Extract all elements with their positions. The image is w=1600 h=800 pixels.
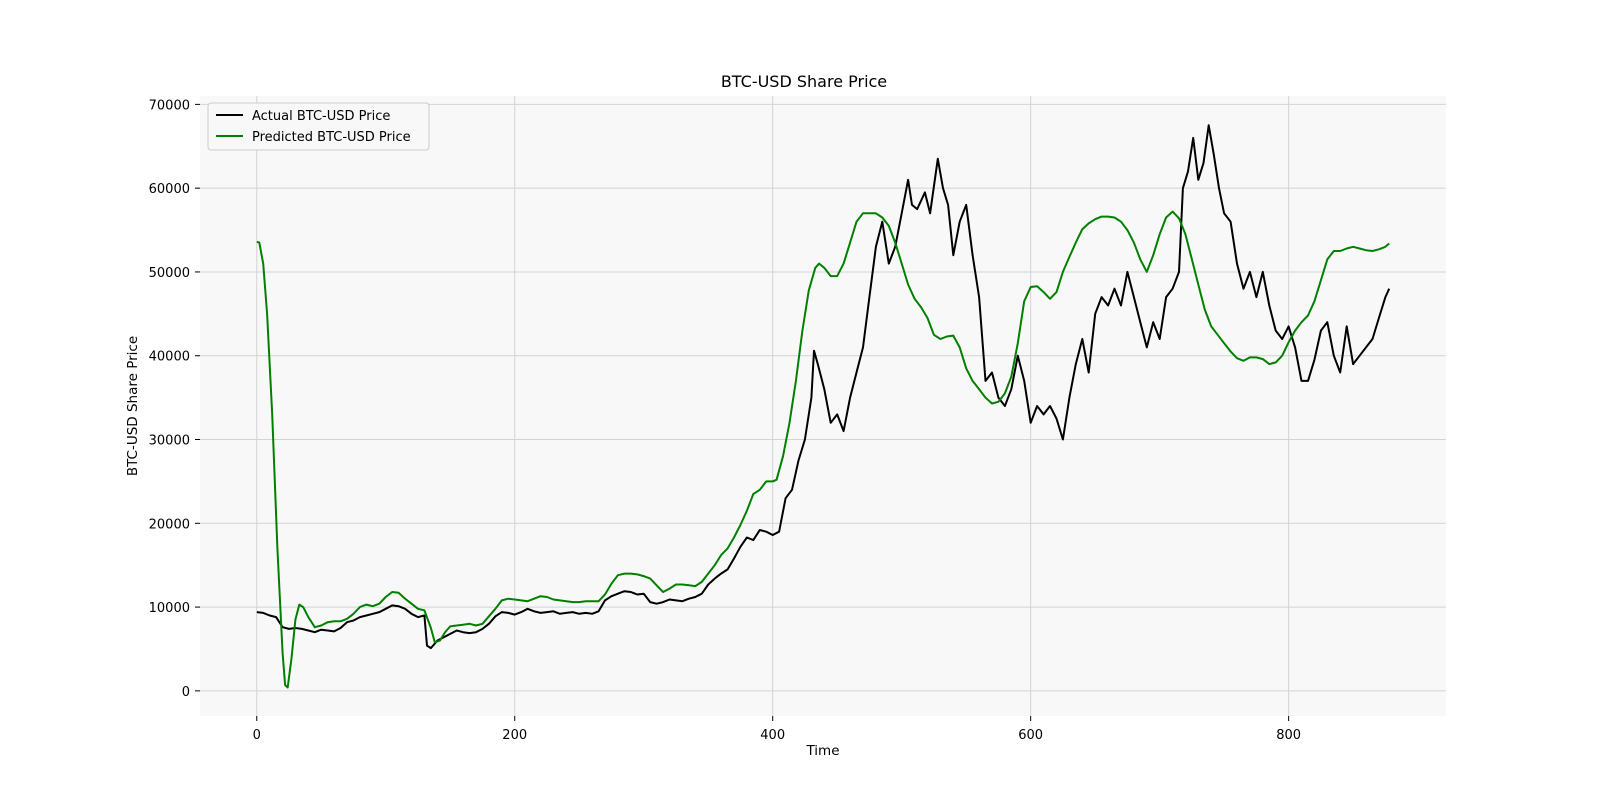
- series-line-actual: [256, 124, 1391, 650]
- y-tick-label: 10000: [149, 601, 190, 616]
- x-tick-label: 600: [1018, 728, 1043, 743]
- y-tick-label: 0: [182, 685, 190, 700]
- y-tick-label: 50000: [149, 266, 190, 281]
- legend-label-actual: Actual BTC-USD Price: [252, 109, 390, 124]
- legend-box: [207, 102, 430, 151]
- x-tick-label: 800: [1276, 728, 1301, 743]
- y-tick-label: 60000: [149, 182, 190, 197]
- legend: Actual BTC-USD Price Predicted BTC-USD P…: [207, 102, 430, 151]
- series-line-predicted: [256, 210, 1390, 689]
- y-tick-label: 30000: [149, 434, 190, 449]
- x-tick-label: 0: [253, 728, 261, 743]
- series-lines: [256, 124, 1391, 689]
- plot-area: [200, 96, 1446, 716]
- y-tick-label: 40000: [149, 350, 190, 365]
- y-tick-label: 20000: [149, 517, 190, 532]
- x-tick-label: 400: [760, 728, 785, 743]
- x-axis-label: Time: [805, 743, 839, 759]
- y-axis-label: BTC-USD Share Price: [125, 336, 141, 476]
- x-tick-label: 200: [502, 728, 527, 743]
- y-tick-label: 70000: [149, 98, 190, 113]
- chart-title: BTC-USD Share Price: [721, 72, 887, 91]
- axis-ticks: 0 200 400 600 800 0 10000 20000 30000 40000 50000 6…: [149, 98, 1301, 743]
- legend-label-predicted: Predicted BTC-USD Price: [252, 130, 411, 145]
